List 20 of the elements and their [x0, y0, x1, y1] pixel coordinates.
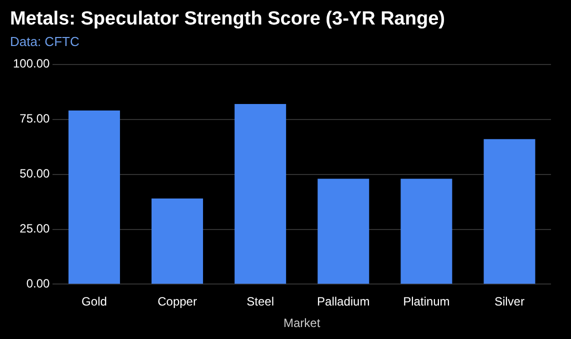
x-tick-label: Gold	[82, 294, 107, 309]
bar	[400, 178, 452, 284]
bar	[484, 139, 536, 284]
x-tick-label: Steel	[246, 294, 274, 309]
x-tick-label: Silver	[494, 294, 524, 309]
bar	[234, 104, 286, 284]
bar	[68, 110, 120, 284]
y-tick-label: 100.00	[13, 56, 50, 71]
bar	[152, 198, 204, 284]
x-tick-label: Copper	[158, 294, 197, 309]
y-tick-label: 50.00	[20, 166, 50, 181]
chart-subtitle: Data: CFTC	[10, 34, 80, 50]
bar	[318, 178, 370, 284]
chart-title: Metals: Speculator Strength Score (3-YR Range)	[10, 8, 445, 30]
y-tick-label: 25.00	[20, 222, 50, 236]
x-tick-label: Palladium	[317, 294, 370, 309]
y-tick-label: 75.00	[20, 112, 50, 126]
x-axis-title: Market	[284, 316, 321, 330]
x-tick-label: Platinum	[403, 294, 450, 309]
y-tick-label: 0.00	[26, 276, 50, 291]
